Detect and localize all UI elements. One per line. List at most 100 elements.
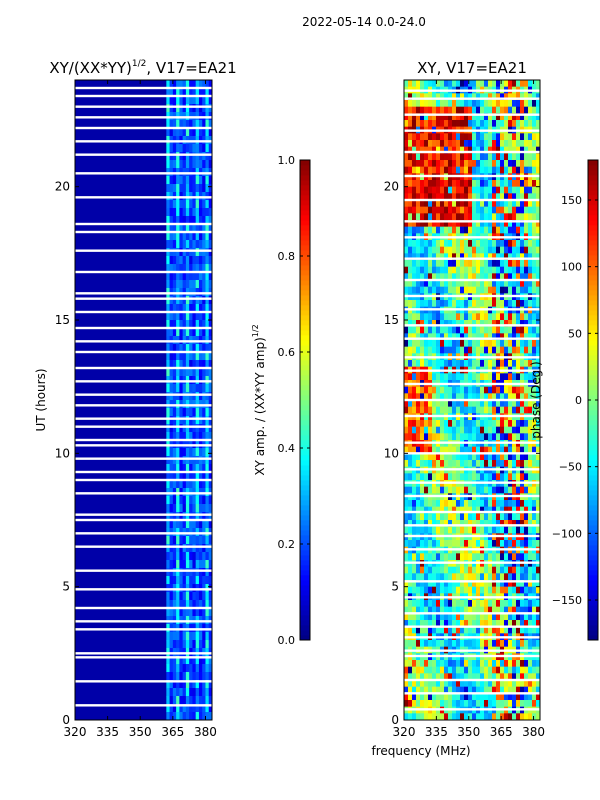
phase-colorbar-band — [588, 510, 598, 516]
phase-cell — [504, 486, 509, 494]
phase-cell — [424, 620, 429, 627]
amplitude-cell — [208, 608, 213, 617]
amplitude-cell — [169, 512, 174, 521]
phase-cell — [464, 433, 469, 441]
amplitude-gap-23 — [75, 380, 212, 383]
amplitude-cell — [198, 496, 203, 505]
phase-cell — [412, 326, 417, 334]
amplitude-colorbar-band — [300, 180, 310, 186]
amplitude-cell — [182, 592, 187, 601]
amplitude-cell — [202, 576, 206, 585]
phase-cell — [536, 573, 541, 581]
phase-cell — [468, 673, 473, 681]
phase-cell — [480, 153, 485, 161]
phase-cell — [536, 386, 541, 394]
phase-cell — [476, 620, 481, 627]
phase-cell — [528, 213, 533, 221]
phase-cell — [408, 686, 413, 694]
phase-cell — [416, 386, 421, 394]
phase-cell — [424, 586, 429, 594]
phase-cell — [516, 346, 521, 354]
phase-cell — [476, 573, 481, 581]
amplitude-cell — [198, 432, 203, 441]
phase-cell — [516, 520, 521, 527]
amplitude-cell — [192, 664, 196, 673]
phase-cell — [460, 280, 465, 287]
phase-cell — [512, 286, 517, 294]
phase-cell — [412, 146, 417, 154]
phase-cell — [524, 206, 529, 214]
phase-cell — [516, 146, 521, 154]
phase-cell — [420, 133, 425, 141]
phase-cell — [492, 580, 497, 587]
amplitude-gap-37 — [75, 153, 212, 156]
phase-cell — [420, 146, 425, 154]
phase-cell — [480, 240, 485, 247]
amplitude-cell — [185, 640, 190, 649]
phase-cell — [520, 460, 525, 467]
phase-cell — [464, 713, 469, 721]
amplitude-cell — [179, 656, 183, 665]
phase-cell — [460, 153, 465, 161]
phase-gap-15 — [404, 494, 540, 498]
amplitude-cell — [202, 232, 206, 241]
phase-cell — [472, 540, 477, 547]
amplitude-cell — [182, 312, 187, 321]
phase-cell — [428, 686, 433, 694]
phase-cell — [420, 620, 425, 627]
phase-cell — [468, 486, 473, 494]
phase-cell — [496, 93, 501, 101]
amplitude-colorbar-band — [300, 360, 310, 366]
phase-cell — [432, 673, 437, 681]
phase-cell — [524, 446, 529, 454]
amplitude-cell — [189, 176, 193, 185]
phase-cell — [500, 280, 505, 287]
phase-cell — [424, 393, 429, 401]
phase-cell — [432, 526, 437, 534]
amplitude-cell — [172, 608, 177, 617]
phase-cell — [440, 200, 445, 207]
amplitude-cell — [182, 152, 187, 161]
phase-gap-32 — [404, 220, 540, 223]
phase-cell — [456, 226, 461, 234]
phase-cell — [408, 360, 413, 367]
phase-cell — [408, 320, 413, 327]
phase-cell — [416, 640, 421, 647]
phase-cell — [468, 166, 473, 174]
phase-cell — [476, 426, 481, 434]
phase-cell — [504, 140, 509, 147]
phase-cell — [420, 100, 425, 107]
phase-cell — [408, 280, 413, 287]
phase-cell — [424, 226, 429, 234]
phase-cell — [444, 153, 449, 161]
amplitude-cell — [208, 96, 213, 105]
amplitude-cell — [189, 464, 193, 473]
phase-cell — [524, 573, 529, 581]
phase-cell — [460, 193, 465, 201]
amplitude-cell — [166, 368, 170, 377]
amplitude-cell — [202, 504, 206, 513]
phase-cell — [504, 513, 509, 521]
phase-cell — [412, 666, 417, 674]
amplitude-cell — [182, 296, 187, 305]
phase-cell — [532, 186, 537, 194]
phase-cell — [436, 680, 441, 687]
phase-cell — [404, 220, 409, 227]
phase-cell — [488, 660, 493, 667]
phase-cell — [508, 286, 513, 294]
phase-cell — [484, 133, 489, 141]
amplitude-xtick-label-2: 350 — [129, 725, 152, 739]
phase-cell — [452, 400, 457, 407]
amplitude-cell — [179, 448, 183, 457]
phase-ytick-label-3: 15 — [384, 313, 399, 327]
phase-cell — [460, 80, 465, 87]
amplitude-cell — [185, 264, 190, 273]
amplitude-gap-18 — [75, 438, 212, 442]
amplitude-cell — [189, 296, 193, 305]
phase-cell — [492, 606, 497, 614]
phase-cell — [504, 666, 509, 674]
phase-cell — [532, 626, 537, 634]
amplitude-cell — [185, 520, 190, 529]
phase-cell — [412, 253, 417, 261]
phase-cell — [532, 513, 537, 521]
